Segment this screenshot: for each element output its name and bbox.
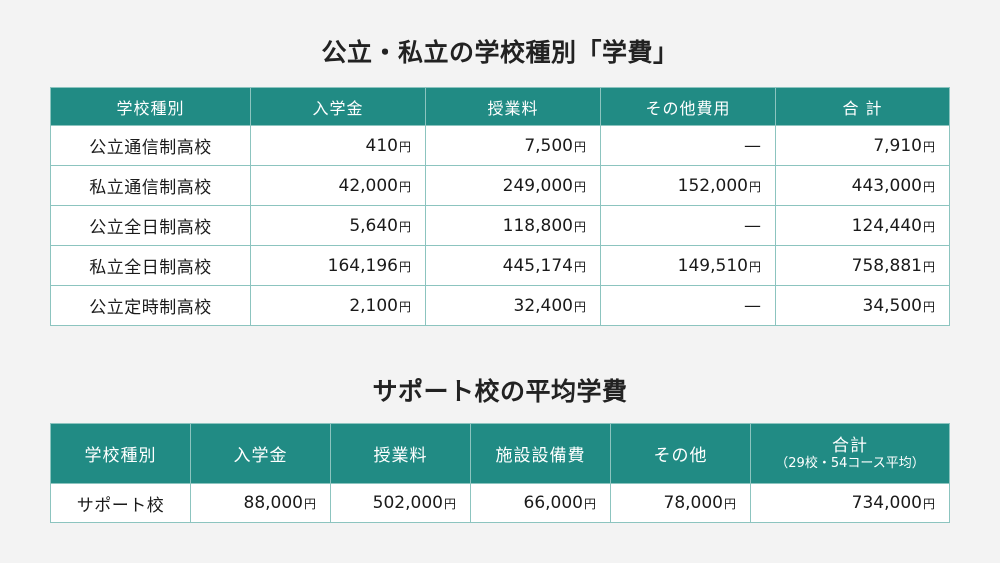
entrance-fee: 88,000円 <box>190 483 331 523</box>
other-fees: 78,000円 <box>610 483 751 523</box>
support-school-fees-table: 学校種別 入学金 授業料 施設設備費 その他 合計 （29校・54コース平均） … <box>50 423 950 523</box>
table-header-row: 学校種別 入学金 授業料 施設設備費 その他 合計 （29校・54コース平均） <box>50 423 950 484</box>
table-row: サポート校 88,000円 502,000円 66,000円 78,000円 7… <box>50 483 950 523</box>
header-tuition: 授業料 <box>330 423 471 484</box>
other-fees: 149,510円 <box>600 245 776 286</box>
school-type: サポート校 <box>50 483 191 523</box>
tuition: 445,174円 <box>425 245 601 286</box>
tuition: 502,000円 <box>330 483 471 523</box>
table-row: 公立通信制高校 410円 7,500円 — 7,910円 <box>50 125 950 166</box>
header-tuition: 授業料 <box>425 87 601 126</box>
tuition: 118,800円 <box>425 205 601 246</box>
facility-fee: 66,000円 <box>470 483 611 523</box>
table-row: 公立定時制高校 2,100円 32,400円 — 34,500円 <box>50 285 950 326</box>
entrance-fee: 410円 <box>250 125 426 166</box>
total: 124,440円 <box>775 205 950 246</box>
entrance-fee: 42,000円 <box>250 165 426 206</box>
table-row: 私立通信制高校 42,000円 249,000円 152,000円 443,00… <box>50 165 950 206</box>
section1-title: 公立・私立の学校種別「学費」 <box>321 38 679 67</box>
school-type: 公立通信制高校 <box>50 125 251 166</box>
header-school-type: 学校種別 <box>50 423 191 484</box>
header-facility-fee: 施設設備費 <box>470 423 611 484</box>
public-private-fees-table: 学校種別 入学金 授業料 その他費用 合 計 公立通信制高校 410円 7,50… <box>50 87 950 326</box>
tuition: 7,500円 <box>425 125 601 166</box>
table-row: 公立全日制高校 5,640円 118,800円 — 124,440円 <box>50 205 950 246</box>
other-fees: — <box>600 285 776 326</box>
total: 758,881円 <box>775 245 950 286</box>
section2-title: サポート校の平均学費 <box>372 377 628 406</box>
tuition: 32,400円 <box>425 285 601 326</box>
entrance-fee: 164,196円 <box>250 245 426 286</box>
total: 734,000円 <box>750 483 950 523</box>
school-type: 公立定時制高校 <box>50 285 251 326</box>
school-type: 公立全日制高校 <box>50 205 251 246</box>
header-total-note: （29校・54コース平均） <box>775 455 925 471</box>
school-type: 私立通信制高校 <box>50 165 251 206</box>
other-fees: — <box>600 125 776 166</box>
other-fees: 152,000円 <box>600 165 776 206</box>
total: 443,000円 <box>775 165 950 206</box>
header-total-label: 合計 <box>832 435 868 456</box>
header-other: その他 <box>610 423 751 484</box>
tuition: 249,000円 <box>425 165 601 206</box>
header-other-fees: その他費用 <box>600 87 776 126</box>
header-school-type: 学校種別 <box>50 87 251 126</box>
header-entrance-fee: 入学金 <box>250 87 426 126</box>
table-row: 私立全日制高校 164,196円 445,174円 149,510円 758,8… <box>50 245 950 286</box>
header-entrance-fee: 入学金 <box>190 423 331 484</box>
header-total: 合 計 <box>775 87 950 126</box>
total: 34,500円 <box>775 285 950 326</box>
entrance-fee: 2,100円 <box>250 285 426 326</box>
total: 7,910円 <box>775 125 950 166</box>
school-type: 私立全日制高校 <box>50 245 251 286</box>
entrance-fee: 5,640円 <box>250 205 426 246</box>
other-fees: — <box>600 205 776 246</box>
table-header-row: 学校種別 入学金 授業料 その他費用 合 計 <box>50 87 950 126</box>
header-total: 合計 （29校・54コース平均） <box>750 423 950 484</box>
